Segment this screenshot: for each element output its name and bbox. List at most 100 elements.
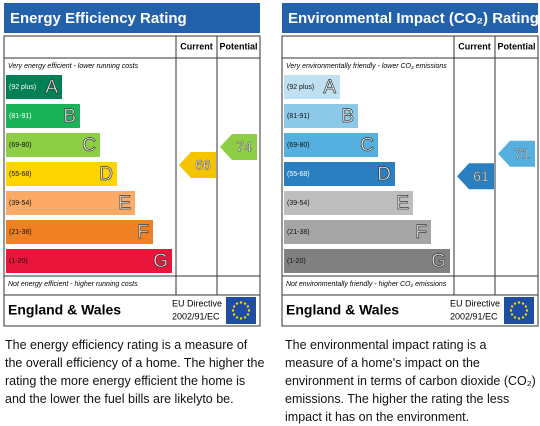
rating-arrow	[220, 134, 257, 160]
band	[284, 162, 395, 186]
column-header: Potential	[497, 41, 535, 51]
band-letter: A	[323, 77, 336, 98]
header	[282, 3, 538, 33]
band-letter: E	[396, 193, 409, 214]
band	[284, 249, 450, 273]
eu-flag	[226, 297, 256, 324]
bottom-note: Not environmentally friendly - higher CO…	[286, 281, 447, 288]
top-note: Very energy efficient - lower running co…	[8, 63, 139, 70]
band	[6, 249, 172, 273]
rating-arrow	[179, 152, 216, 178]
rating-arrow	[457, 163, 494, 190]
band-letter: A	[45, 77, 58, 98]
band-letter: G	[431, 251, 446, 272]
description: The energy efficiency rating is a measur…	[5, 338, 265, 406]
band-range: (55-68)	[9, 171, 32, 178]
bottom-note: Not energy efficient - higher running co…	[8, 281, 138, 288]
eu-star	[246, 305, 250, 308]
column-header: Current	[180, 41, 213, 51]
eu-star	[235, 316, 239, 319]
directive: EU Directive	[450, 298, 500, 308]
region: England & Wales	[286, 302, 399, 318]
eu-star	[521, 316, 525, 319]
band	[284, 133, 378, 157]
eu-star	[247, 309, 251, 312]
band-range: (55-68)	[287, 171, 310, 178]
eu-star	[525, 309, 529, 312]
band	[6, 75, 62, 99]
eu-star	[510, 313, 514, 316]
eu-star	[235, 302, 239, 305]
eu-star	[232, 313, 236, 316]
band-range: (69-80)	[9, 142, 32, 149]
rating-value: 61	[473, 168, 489, 184]
page: Energy Efficiency Rating Current Potential…	[3, 3, 539, 424]
eu-star	[239, 317, 243, 320]
top-note: Very environmentally friendly - lower CO…	[286, 63, 447, 70]
eu-star	[509, 309, 513, 312]
rating-value: 71	[514, 145, 530, 161]
band-range: (21-38)	[287, 229, 310, 236]
eu-star	[521, 302, 525, 305]
eu-star	[513, 302, 517, 305]
eu-star	[517, 317, 521, 320]
column-header: Current	[458, 41, 491, 51]
band-letter: D	[377, 164, 391, 185]
band-letter: E	[118, 193, 131, 214]
band-letter: C	[82, 135, 96, 156]
eu-star	[243, 302, 247, 305]
panel-title: Energy Efficiency Rating	[10, 10, 187, 27]
band	[284, 104, 358, 128]
region: England & Wales	[8, 302, 121, 318]
eu-star	[231, 309, 235, 312]
eu-star	[232, 305, 236, 308]
band-letter: F	[415, 222, 427, 243]
eu-star	[524, 305, 528, 308]
rating-arrow	[498, 140, 535, 167]
rating-value: 66	[195, 157, 211, 173]
eu-star	[239, 301, 243, 304]
band	[284, 191, 413, 215]
band-range: (39-54)	[9, 200, 32, 207]
eu-star	[517, 301, 521, 304]
band-letter: F	[137, 222, 149, 243]
band	[6, 220, 153, 244]
band	[6, 191, 135, 215]
band-range: (39-54)	[287, 200, 310, 207]
band-range: (92 plus)	[9, 84, 36, 91]
band-range: (81-91)	[287, 113, 310, 120]
directive: 2002/91/EC	[172, 311, 220, 321]
band-letter: B	[63, 106, 76, 127]
panel-title: Environmental Impact (CO₂) Rating	[288, 10, 539, 27]
band	[6, 104, 80, 128]
eu-star	[513, 316, 517, 319]
eu-flag	[504, 297, 534, 324]
band-letter: G	[153, 251, 168, 272]
band-range: (81-91)	[9, 113, 32, 120]
band-range: (69-80)	[287, 142, 310, 149]
band-range: (92 plus)	[287, 84, 314, 91]
band-letter: D	[99, 164, 113, 185]
band-range: (1-20)	[9, 258, 28, 265]
eu-star	[243, 316, 247, 319]
band-letter: C	[360, 135, 374, 156]
eu-star	[524, 313, 528, 316]
description: The environmental impact rating is a mea…	[285, 338, 536, 424]
band-range: (1-20)	[287, 258, 306, 265]
directive: EU Directive	[172, 298, 222, 308]
epc-graphic: Energy Efficiency Rating Current Potential…	[3, 3, 539, 327]
band	[6, 133, 100, 157]
footer	[3, 294, 261, 327]
band-letter: B	[341, 106, 354, 127]
eu-star	[510, 305, 514, 308]
column-header: Potential	[219, 41, 257, 51]
band	[284, 75, 340, 99]
header	[4, 3, 260, 33]
eu-star	[246, 313, 250, 316]
band	[6, 162, 117, 186]
band	[284, 220, 431, 244]
directive: 2002/91/EC	[450, 311, 498, 321]
rating-value: 74	[236, 139, 252, 155]
band-range: (21-38)	[9, 229, 32, 236]
footer	[281, 294, 539, 327]
